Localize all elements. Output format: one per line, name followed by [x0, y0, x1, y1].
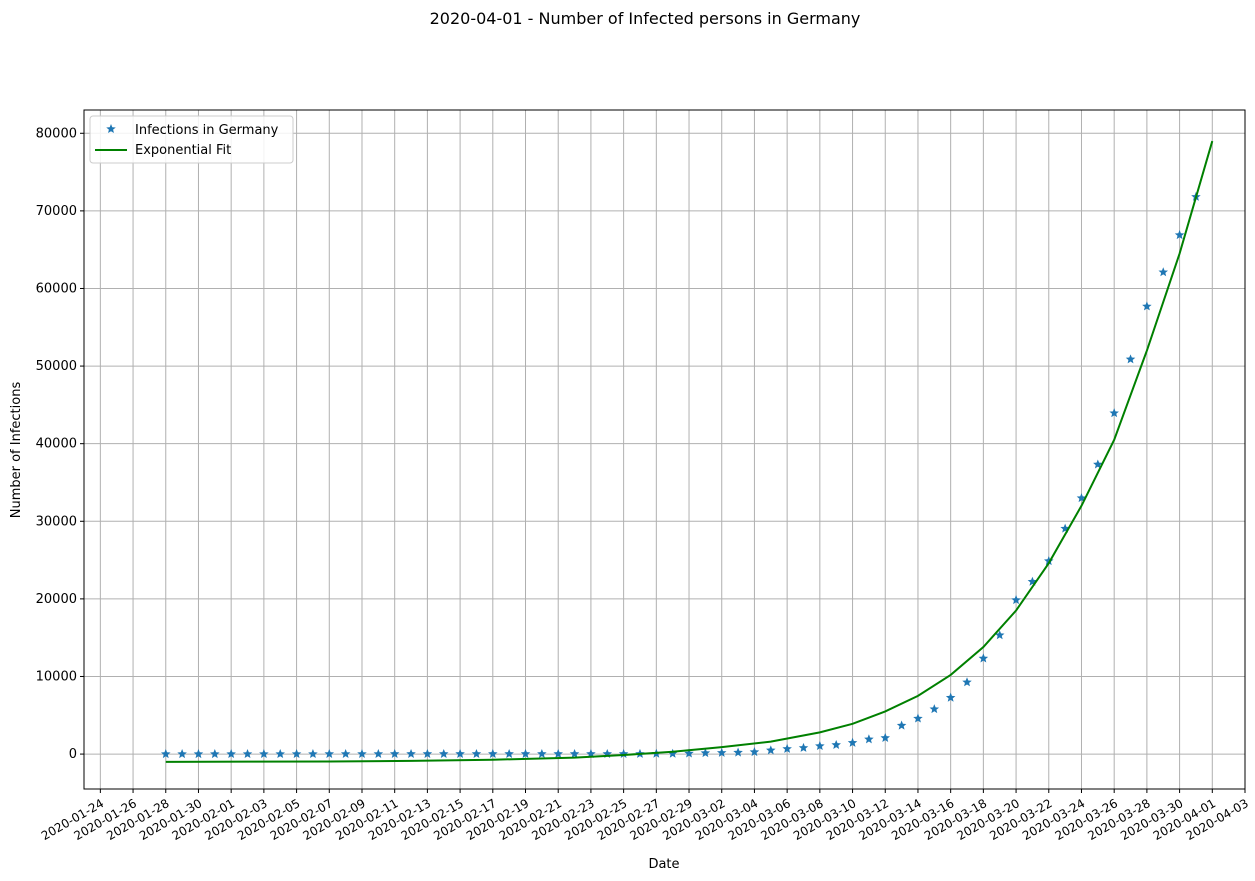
infection-data-point [177, 749, 187, 759]
y-tick-label: 40000 [36, 437, 77, 452]
infection-data-point [1011, 595, 1021, 605]
infection-data-point [455, 748, 465, 758]
infection-data-point [831, 739, 841, 749]
infection-data-point [684, 748, 694, 758]
infection-data-point [210, 749, 220, 759]
infection-data-point [929, 704, 940, 714]
legend-box [89, 115, 294, 164]
infection-data-point [978, 653, 989, 663]
infection-data-point [749, 747, 760, 757]
infection-data-point [667, 748, 678, 758]
infection-data-point [815, 741, 825, 751]
infection-data-point [1142, 301, 1152, 311]
infection-data-point [389, 748, 400, 758]
infection-data-point [602, 748, 613, 758]
infection-data-point [994, 630, 1005, 640]
infection-data-point [716, 747, 727, 757]
infection-data-point [798, 742, 809, 752]
infection-data-point [520, 748, 531, 758]
x-axis: 2020-01-242020-01-262020-01-282020-01-30… [39, 789, 1251, 843]
infection-data-point [864, 734, 874, 744]
infection-data-point [1093, 459, 1103, 469]
infection-data-point [1027, 576, 1038, 586]
infection-data-point [226, 749, 236, 759]
infection-data-point [471, 748, 482, 758]
y-axis-label: Number of Infections [9, 382, 24, 519]
infection-data-point [913, 713, 923, 723]
series-layer [161, 140, 1214, 763]
legend-marker-infections [106, 124, 116, 134]
infection-data-point [373, 748, 384, 759]
infection-data-point [766, 745, 776, 755]
exponential-fit-line [165, 140, 1214, 763]
infection-data-point [308, 748, 318, 759]
infection-data-point [553, 748, 563, 758]
infection-data-point [324, 748, 335, 759]
infection-data-point [275, 748, 285, 759]
y-tick-label: 70000 [36, 204, 77, 219]
infection-data-point [618, 748, 629, 758]
grid-lines [84, 110, 1246, 789]
infection-data-point [504, 748, 514, 758]
infection-data-point [161, 749, 171, 759]
y-tick-label: 80000 [36, 126, 77, 141]
infection-data-point [1060, 523, 1070, 533]
infection-data-point [406, 748, 416, 758]
infection-data-point [945, 692, 956, 702]
x-axis-label: Date [648, 857, 679, 872]
infection-data-point [586, 748, 596, 758]
y-tick-label: 10000 [36, 669, 77, 684]
legend-label-exponential-fit: Exponential Fit [135, 143, 231, 158]
y-tick-label: 60000 [36, 281, 77, 296]
y-tick-label: 50000 [36, 359, 77, 374]
infection-data-point [782, 743, 792, 753]
infection-data-point [438, 748, 449, 758]
y-tick-label: 20000 [36, 592, 77, 607]
y-tick-label: 30000 [36, 514, 77, 529]
infection-data-point [537, 748, 547, 758]
infection-data-point [291, 748, 302, 759]
y-tick-label: 0 [69, 747, 77, 762]
infection-data-point [193, 749, 204, 759]
legend: Infections in Germany Exponential Fit [89, 115, 294, 164]
infection-data-point [733, 747, 743, 757]
y-axis: 0 10000 20000 30000 40000 50000 60000 70000 8000… [36, 126, 84, 762]
infection-data-point [259, 748, 269, 759]
infection-data-point [422, 748, 433, 758]
infection-data-point [700, 748, 711, 758]
infection-data-point [847, 737, 858, 747]
infection-data-point [569, 748, 580, 758]
legend-label-infections: Infections in Germany [135, 123, 279, 138]
infection-data-point [340, 748, 351, 759]
chart-title: 2020-04-01 - Number of Infected persons … [430, 9, 861, 28]
infection-data-point [1044, 556, 1054, 566]
infection-data-point [1174, 230, 1185, 240]
infection-data-point [1125, 354, 1136, 364]
infection-data-point [488, 748, 498, 758]
plot-frame [83, 109, 1246, 790]
infection-data-point [242, 749, 253, 759]
infection-data-point [896, 720, 907, 730]
infection-data-point [880, 732, 891, 742]
infection-data-point [1109, 408, 1119, 418]
infection-data-point [357, 748, 367, 759]
infection-data-point [1076, 493, 1087, 503]
legend-star-icon [106, 124, 116, 134]
infection-data-point [962, 677, 972, 687]
infection-data-point [1158, 267, 1168, 277]
